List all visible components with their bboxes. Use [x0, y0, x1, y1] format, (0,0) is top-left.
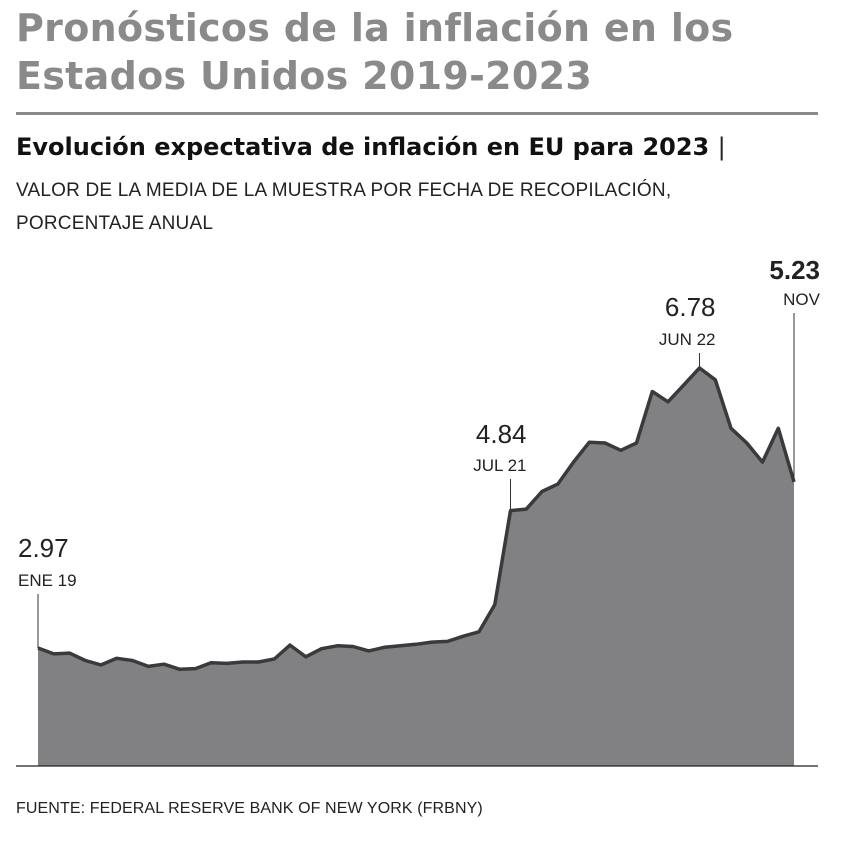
chart-description: VALOR DE LA MEDIA DE LA MUESTRA POR FECH…: [16, 174, 816, 240]
title-line-1: Pronósticos de la inflación en los: [16, 6, 734, 50]
subtitle-text: Evolución expectativa de inflación en EU…: [16, 133, 710, 161]
title-divider: [16, 112, 818, 115]
data-label: 2.97: [18, 533, 69, 563]
data-label: 6.78: [665, 292, 716, 322]
chart-subtitle: Evolución expectativa de inflación en EU…: [16, 133, 726, 161]
date-label: ENE 19: [18, 571, 77, 590]
subtitle-separator: |: [717, 133, 726, 161]
description-line-1: VALOR DE LA MEDIA DE LA MUESTRA POR FECH…: [16, 180, 672, 201]
description-line-2: PORCENTAJE ANUAL: [16, 213, 214, 234]
date-label: JUL 21: [473, 456, 526, 475]
data-label: 5.23: [769, 255, 820, 285]
date-label: NOV: [783, 290, 821, 309]
chart-title: Pronósticos de la inflación en los Estad…: [16, 4, 836, 100]
area-fill: [38, 368, 794, 766]
title-line-2: Estados Unidos 2019-2023: [16, 54, 593, 98]
date-label: JUN 22: [659, 330, 716, 349]
data-label: 4.84: [476, 419, 527, 449]
source-note: FUENTE: FEDERAL RESERVE BANK OF NEW YORK…: [16, 800, 483, 817]
